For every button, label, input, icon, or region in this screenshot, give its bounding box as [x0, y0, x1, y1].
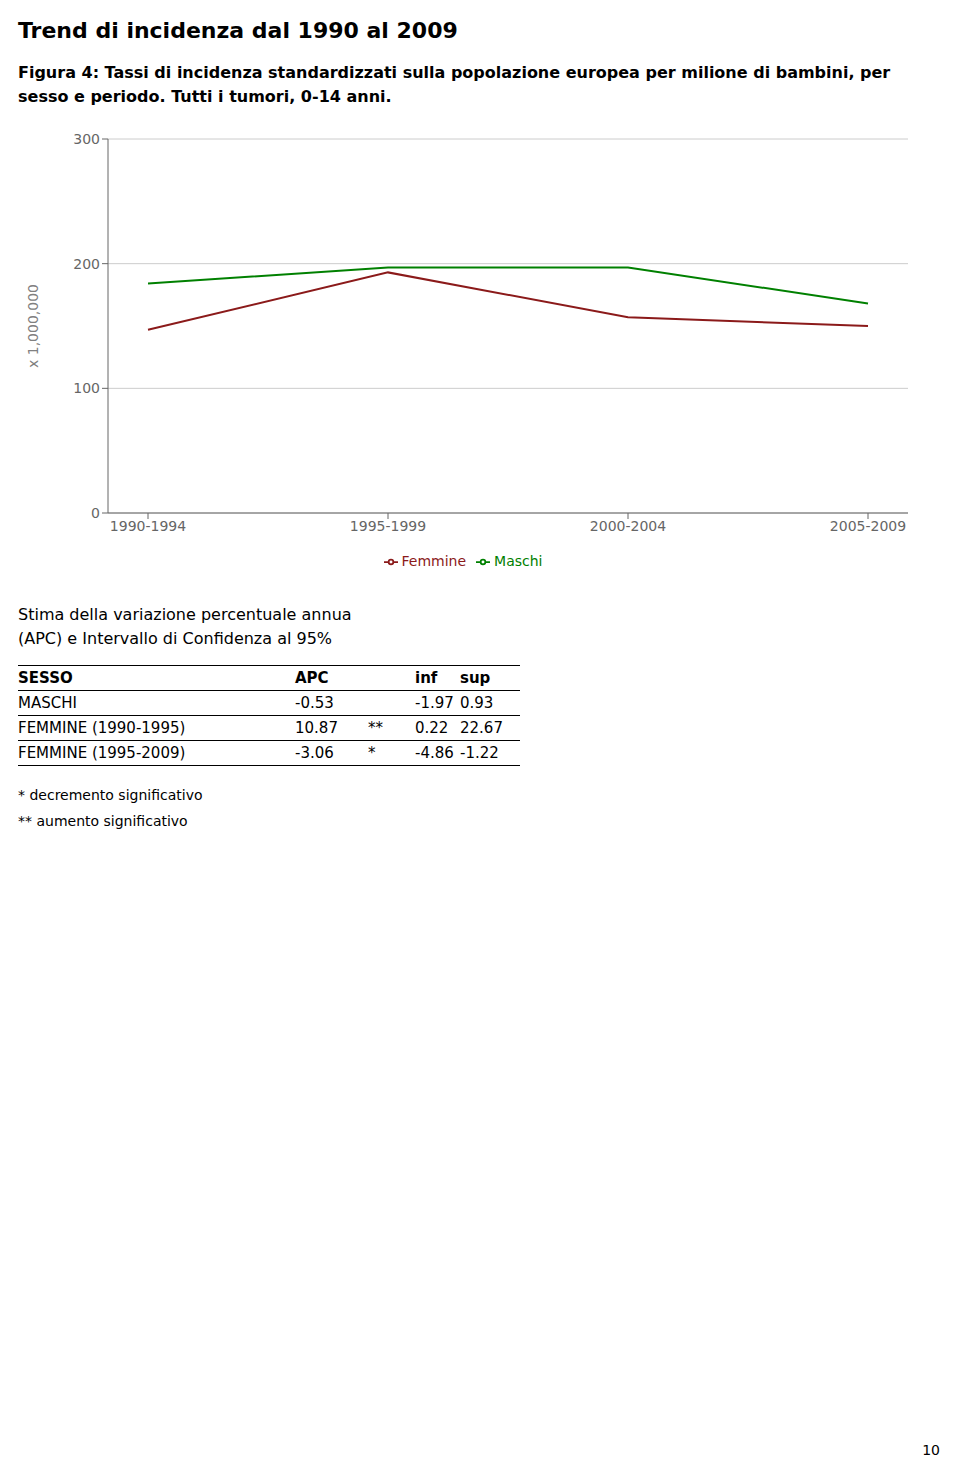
html-text:10: 10 [922, 1442, 940, 1458]
html-text:Femmine: Femmine [401, 553, 467, 569]
svg-text:300: 300 [73, 131, 100, 147]
html-text:(APC) e Intervallo di Confiden: (APC) e Intervallo di Confidenza al 95% [18, 629, 333, 648]
html-text:22.67: 22.67 [460, 719, 503, 737]
html-text:sup: sup [460, 669, 491, 687]
svg-text:0: 0 [91, 505, 100, 521]
svg-text:1995-1999: 1995-1999 [350, 518, 426, 534]
html-text:-1.97 0.93: -1.97 0.93 [415, 694, 494, 712]
html-text:Stima della variazione percent: Stima della variazione percentuale annua [18, 605, 352, 624]
html-text:APC: APC [295, 669, 329, 687]
svg-text:2005-2009: 2005-2009 [830, 518, 906, 534]
html-text:FEMMINE (1995-2009): FEMMINE (1995-2009) [18, 744, 186, 762]
html-text:* decremento significativo: * decremento significativo [18, 787, 203, 803]
html-text:FEMMINE (1990-1995): FEMMINE (1990-1995) [18, 719, 186, 737]
html-text:0.22: 0.22 [415, 719, 449, 737]
html-text:-3.06: -3.06 [295, 744, 334, 762]
svg-text:100: 100 [73, 380, 100, 396]
svg-text:2000-2004: 2000-2004 [590, 518, 666, 534]
html-text:-4.86 -1.22: -4.86 -1.22 [415, 744, 499, 762]
svg-text:1990-1994: 1990-1994 [110, 518, 186, 534]
html-text:SESSO: SESSO [18, 669, 73, 687]
html-text:Trend di incidenza dal 1990 al: Trend di incidenza dal 1990 al 2009 [18, 18, 458, 43]
svg-text:200: 200 [73, 256, 100, 272]
html-text:MASCHI: MASCHI [18, 694, 77, 712]
html-text:** aumento significativo: ** aumento significativo [18, 813, 188, 829]
html-text:-0.53: -0.53 [295, 694, 334, 712]
html-text:Figura 4: Tassi di incidenza s: Figura 4: Tassi di incidenza standardizz… [18, 63, 891, 82]
html-text:sesso e periodo. Tutti i tumor: sesso e periodo. Tutti i tumori, 0-14 an… [18, 87, 392, 106]
html-text:inf: inf [415, 669, 438, 687]
svg-text:x 1,000,000: x 1,000,000 [25, 284, 41, 368]
html-text:10.87: 10.87 [295, 719, 338, 737]
html-text:Maschi: Maschi [494, 553, 543, 569]
